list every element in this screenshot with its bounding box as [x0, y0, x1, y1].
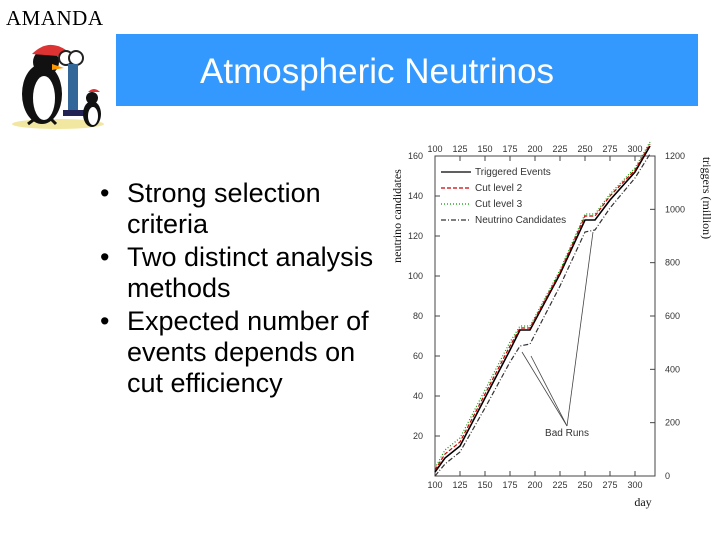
x-axis-title: day: [634, 495, 651, 509]
y-right-tick-label: 600: [665, 311, 680, 321]
page-title: Atmospheric Neutrinos: [200, 52, 555, 91]
y-left-tick-label: 160: [408, 151, 423, 161]
brand-name: AMANDA: [6, 6, 104, 30]
annotation-leader: [521, 351, 568, 427]
legend-label: Cut level 2: [475, 183, 523, 194]
bullet-item: Strong selection criteria: [100, 178, 390, 240]
y-right-tick-label: 1000: [665, 204, 685, 214]
y-axis-left-title: neutrino candidates: [390, 169, 404, 263]
x-tick-label-bottom: 225: [552, 480, 567, 490]
y-axis-right-title: triggers (million): [700, 157, 714, 239]
series-line-1: [434, 145, 651, 473]
series-line-2: [434, 143, 651, 471]
y-left-tick-label: 100: [408, 271, 423, 281]
y-left-tick-label: 40: [413, 391, 423, 401]
y-left-tick-label: 140: [408, 191, 423, 201]
annotation-leader: [530, 355, 568, 427]
x-tick-label-bottom: 300: [627, 480, 642, 490]
penguin-logo-icon: [12, 44, 104, 129]
x-tick-label-bottom: 200: [527, 480, 542, 490]
x-tick-label-top: 175: [502, 144, 517, 154]
x-tick-label-top: 125: [452, 144, 467, 154]
y-right-tick-label: 800: [665, 258, 680, 268]
bullet-item: Two distinct analysis methods: [100, 242, 390, 304]
legend-label: Cut level 3: [475, 199, 523, 210]
bullet-item: Expected number of events depends on cut…: [100, 306, 390, 399]
y-right-tick-label: 1200: [665, 151, 685, 161]
series-line-4: [434, 153, 651, 477]
neutrino-chart: 1001001251251501501751752002002252252502…: [390, 141, 714, 509]
x-tick-label-bottom: 150: [477, 480, 492, 490]
x-tick-label-bottom: 175: [502, 480, 517, 490]
annotation-leader: [566, 231, 594, 427]
title-banner: [116, 34, 698, 106]
bullet-list: Strong selection criteria Two distinct a…: [100, 178, 390, 401]
y-left-tick-label: 60: [413, 351, 423, 361]
x-tick-label-top: 275: [602, 144, 617, 154]
x-tick-label-bottom: 275: [602, 480, 617, 490]
y-left-tick-label: 80: [413, 311, 423, 321]
x-tick-label-bottom: 100: [427, 480, 442, 490]
x-tick-label-bottom: 250: [577, 480, 592, 490]
x-tick-label-top: 225: [552, 144, 567, 154]
y-right-tick-label: 400: [665, 364, 680, 374]
y-right-tick-label: 0: [665, 471, 670, 481]
x-tick-label-top: 100: [427, 144, 442, 154]
y-left-tick-label: 20: [413, 431, 423, 441]
x-tick-label-top: 200: [527, 144, 542, 154]
x-tick-label-bottom: 125: [452, 480, 467, 490]
legend-label: Triggered Events: [475, 167, 551, 178]
y-left-tick-label: 120: [408, 231, 423, 241]
series-line-3: [434, 141, 651, 469]
x-tick-label-top: 150: [477, 144, 492, 154]
legend-label: Neutrino Candidates: [475, 215, 566, 226]
x-tick-label-top: 300: [627, 144, 642, 154]
annotation-bad-runs: Bad Runs: [545, 428, 589, 439]
y-right-tick-label: 200: [665, 418, 680, 428]
x-tick-label-top: 250: [577, 144, 592, 154]
